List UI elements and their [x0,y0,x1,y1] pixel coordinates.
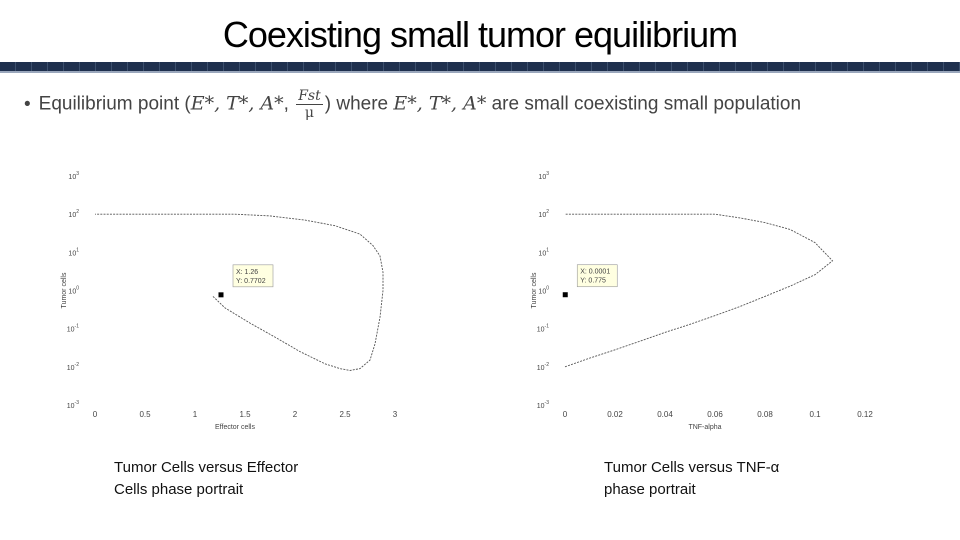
chart1-xtick-label: 2 [293,410,298,419]
chart2-xtick-label: 0.04 [657,410,673,419]
caption-tnf-line2: phase portrait [604,481,696,498]
chart1-xtick-label: 3 [393,410,398,419]
bullet-vars-2: E*, T*, A* [393,92,487,115]
chart2-datatip-box [576,264,618,288]
chart2-xtick-label: 0.1 [809,410,821,419]
chart1-equilibrium-marker [218,292,224,298]
chart1-trajectory-line [95,213,384,371]
chart2-ytick-label: 100 [538,286,549,296]
fraction-denominator: μ [304,105,315,122]
chart1-ytick-label: 10-3 [67,400,79,410]
bullet-tail: are small coexisting small population [491,93,802,115]
chart1-ytick-label: 103 [68,171,79,181]
chart2-xtick-label: 0.02 [607,410,623,419]
chart2-y-axis-label: Tumor cells [531,272,538,308]
title-rule-shadow [0,71,960,73]
title-rule [0,62,960,71]
caption-effector: Tumor Cells versus Effector Cells phase … [114,457,344,501]
chart2-ytick-label: 10-1 [537,324,549,334]
chart2-ytick-label: 10-2 [537,362,549,372]
fraction: Fst μ [296,88,323,121]
bullet-point: • Equilibrium point (E*, T*, A*, Fst μ) wh… [24,88,802,122]
chart1-datatip-y: Y: 0.7702 [236,278,266,285]
caption-effector-line1: Tumor Cells versus Effector [114,459,299,476]
chart1-x-axis-label: Effector cells [215,424,255,431]
chart1-datatip-x: X: 1.26 [236,269,258,276]
chart2-datatip-y: Y: 0.775 [580,278,606,285]
bullet-lead: Equilibrium point ( [38,93,191,115]
chart1-xtick-label: 1 [193,410,198,419]
caption-tnf-line1: Tumor Cells versus TNF-α [604,459,780,476]
chart1-xtick-label: 1.5 [239,410,251,419]
effector-phase-portrait-chart: 0 0.5 1 1.5 2 2.5 3 10-3 10-2 10-1 100 101 102 103 Eff… [61,171,398,431]
chart2-ytick-label: 101 [538,247,549,257]
chart2-ytick-label: 103 [538,171,549,181]
chart1-ytick-label: 101 [68,247,79,257]
tnf-phase-portrait-chart: 0 0.02 0.04 0.06 0.08 0.1 0.12 10-3 10-2 10-1 100 1… [531,171,873,431]
caption-tnf: Tumor Cells versus TNF-α phase portrait [604,457,834,501]
chart1-xtick-label: 0 [93,410,98,419]
slide-title: Coexisting small tumor equilibrium [222,14,738,55]
chart2-x-axis-label: TNF-alpha [688,424,721,431]
chart2-equilibrium-marker [562,292,568,298]
chart1-ytick-label: 102 [68,209,79,219]
chart2-datatip-x: X: 0.0001 [580,269,610,276]
bullet-vars: E*, T*, A* [190,92,284,115]
chart1-xtick-label: 0.5 [139,410,151,419]
chart2-xtick-label: 0.06 [707,410,723,419]
chart1-datatip-box [232,264,274,288]
bullet-where: where [336,93,389,115]
chart2-xtick-label: 0 [563,410,568,419]
bullet-marker: • [24,93,31,115]
chart1-ytick-label: 10-2 [67,362,79,372]
chart2-trajectory-line [564,213,834,368]
chart1-ytick-label: 10-1 [67,324,79,334]
chart2-xtick-label: 0.12 [857,410,873,419]
caption-effector-line2: Cells phase portrait [114,481,244,498]
chart2-xtick-label: 0.08 [757,410,773,419]
chart1-xtick-label: 2.5 [339,410,351,419]
fraction-numerator: Fst [296,88,323,106]
bullet-close: ) [324,93,332,115]
chart2-ytick-label: 10-3 [537,400,549,410]
chart1-ytick-label: 100 [68,286,79,296]
chart1-y-axis-label: Tumor cells [61,272,68,308]
chart2-ytick-label: 102 [538,209,549,219]
